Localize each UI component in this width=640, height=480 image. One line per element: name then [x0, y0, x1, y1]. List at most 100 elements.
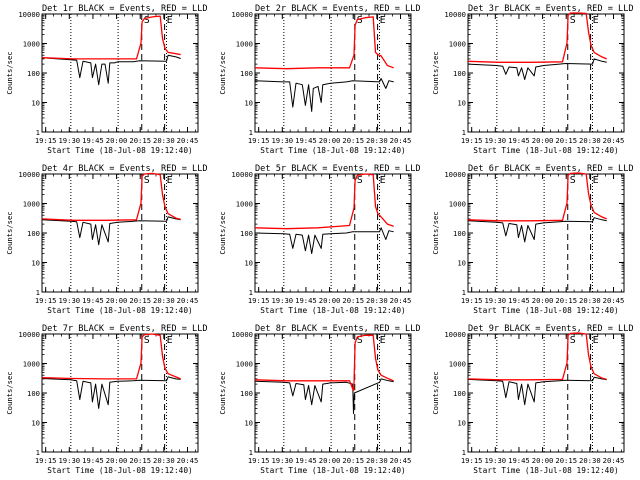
x-tick-label: 20:15 — [555, 136, 577, 145]
x-tick-label: 20:15 — [555, 456, 577, 465]
x-tick-label: 19:30 — [484, 456, 506, 465]
x-tick-label: 20:15 — [555, 296, 577, 305]
panel-title: Det 9r BLACK = Events, RED = LLD — [468, 324, 634, 334]
x-tick-label: 20:45 — [603, 456, 625, 465]
series-lld-line — [41, 172, 181, 221]
x-tick-label: 20:45 — [177, 136, 199, 145]
x-tick-label: 20:15 — [129, 136, 151, 145]
marker-s: S — [570, 15, 576, 26]
y-axis-label: Counts/sec — [431, 371, 440, 414]
y-tick-label: 100 — [240, 69, 253, 78]
x-tick-label: 20:45 — [177, 456, 199, 465]
series-events-line — [254, 378, 394, 415]
x-tick-label: 20:30 — [153, 456, 175, 465]
x-tick-label: 20:30 — [366, 456, 388, 465]
x-tick-label: 19:15 — [35, 296, 57, 305]
series-lld-line — [254, 334, 394, 392]
plot-frame — [41, 13, 199, 133]
y-tick-label: 10 — [244, 419, 253, 428]
x-tick-label: 19:30 — [484, 296, 506, 305]
x-tick-label: 19:45 — [82, 296, 104, 305]
panel-title: Det 3r BLACK = Events, RED = LLD — [468, 4, 634, 14]
panel-title: Det 6r BLACK = Events, RED = LLD — [468, 164, 634, 174]
x-tick-label: 19:30 — [58, 456, 80, 465]
y-tick-label: 1000 — [449, 40, 466, 49]
x-axis-label: Start Time (18-Jul-08 19:12:40) — [473, 146, 619, 155]
marker-s: S — [357, 15, 363, 26]
marker-e: E — [380, 175, 386, 186]
marker-e: E — [167, 335, 173, 346]
x-tick-label: 20:00 — [319, 136, 341, 145]
series-events-line — [467, 217, 607, 243]
x-tick-label: 19:15 — [248, 136, 270, 145]
x-tick-label: 19:45 — [508, 296, 530, 305]
x-tick-label: 19:30 — [271, 456, 293, 465]
marker-e: E — [380, 15, 386, 26]
x-tick-label: 19:45 — [508, 456, 530, 465]
x-tick-label: 20:45 — [390, 456, 412, 465]
x-tick-label: 20:45 — [390, 296, 412, 305]
x-tick-label: 19:15 — [461, 136, 483, 145]
marker-e: E — [593, 175, 599, 186]
y-tick-label: 1 — [249, 128, 253, 137]
x-tick-label: 20:30 — [153, 136, 175, 145]
marker-s: S — [144, 175, 150, 186]
x-tick-label: 19:15 — [461, 456, 483, 465]
x-tick-label: 20:30 — [579, 456, 601, 465]
marker-s: S — [144, 335, 150, 346]
y-tick-label: 1 — [36, 128, 40, 137]
y-tick-label: 1 — [36, 448, 40, 457]
x-tick-label: 20:15 — [342, 296, 364, 305]
y-tick-label: 100 — [240, 389, 253, 398]
marker-s: S — [357, 175, 363, 186]
series-lld-line — [467, 172, 607, 222]
x-tick-label: 19:45 — [295, 296, 317, 305]
series-events-line — [467, 58, 607, 80]
y-axis-label: Counts/sec — [431, 211, 440, 254]
series-events-line — [254, 227, 394, 255]
x-tick-label: 19:15 — [248, 456, 270, 465]
y-axis-label: Counts/sec — [5, 371, 14, 414]
y-tick-label: 10000 — [18, 170, 40, 179]
series-lld-line — [41, 333, 181, 380]
y-tick-label: 10000 — [444, 10, 466, 19]
y-tick-label: 100 — [453, 69, 466, 78]
y-tick-label: 1000 — [23, 360, 40, 369]
y-tick-label: 1000 — [236, 200, 253, 209]
marker-s: S — [570, 335, 576, 346]
x-tick-label: 19:30 — [58, 136, 80, 145]
x-tick-label: 19:30 — [58, 296, 80, 305]
plot-frame — [467, 173, 625, 293]
plot-frame — [254, 333, 412, 453]
x-tick-label: 19:15 — [248, 296, 270, 305]
y-tick-label: 10 — [457, 259, 466, 268]
y-tick-label: 10000 — [444, 170, 466, 179]
y-tick-label: 1 — [462, 288, 466, 297]
y-tick-label: 10000 — [231, 330, 253, 339]
y-tick-label: 1000 — [449, 360, 466, 369]
y-axis-label: Counts/sec — [218, 371, 227, 414]
series-lld-line — [254, 173, 394, 230]
panel-title: Det 8r BLACK = Events, RED = LLD — [255, 324, 421, 334]
x-tick-label: 20:15 — [129, 456, 151, 465]
y-tick-label: 100 — [453, 229, 466, 238]
x-tick-label: 20:30 — [366, 136, 388, 145]
x-tick-label: 19:30 — [271, 136, 293, 145]
y-axis-label: Counts/sec — [218, 211, 227, 254]
x-tick-label: 20:00 — [319, 456, 341, 465]
y-tick-label: 100 — [453, 389, 466, 398]
series-events-line — [41, 216, 181, 246]
y-tick-label: 1000 — [23, 200, 40, 209]
x-tick-label: 20:45 — [177, 296, 199, 305]
plot-frame — [467, 13, 625, 133]
marker-e: E — [593, 15, 599, 26]
y-tick-label: 10 — [457, 419, 466, 428]
x-tick-label: 19:45 — [82, 136, 104, 145]
x-axis-label: Start Time (18-Jul-08 19:12:40) — [260, 306, 406, 315]
x-axis-label: Start Time (18-Jul-08 19:12:40) — [47, 146, 193, 155]
y-tick-label: 10000 — [18, 330, 40, 339]
